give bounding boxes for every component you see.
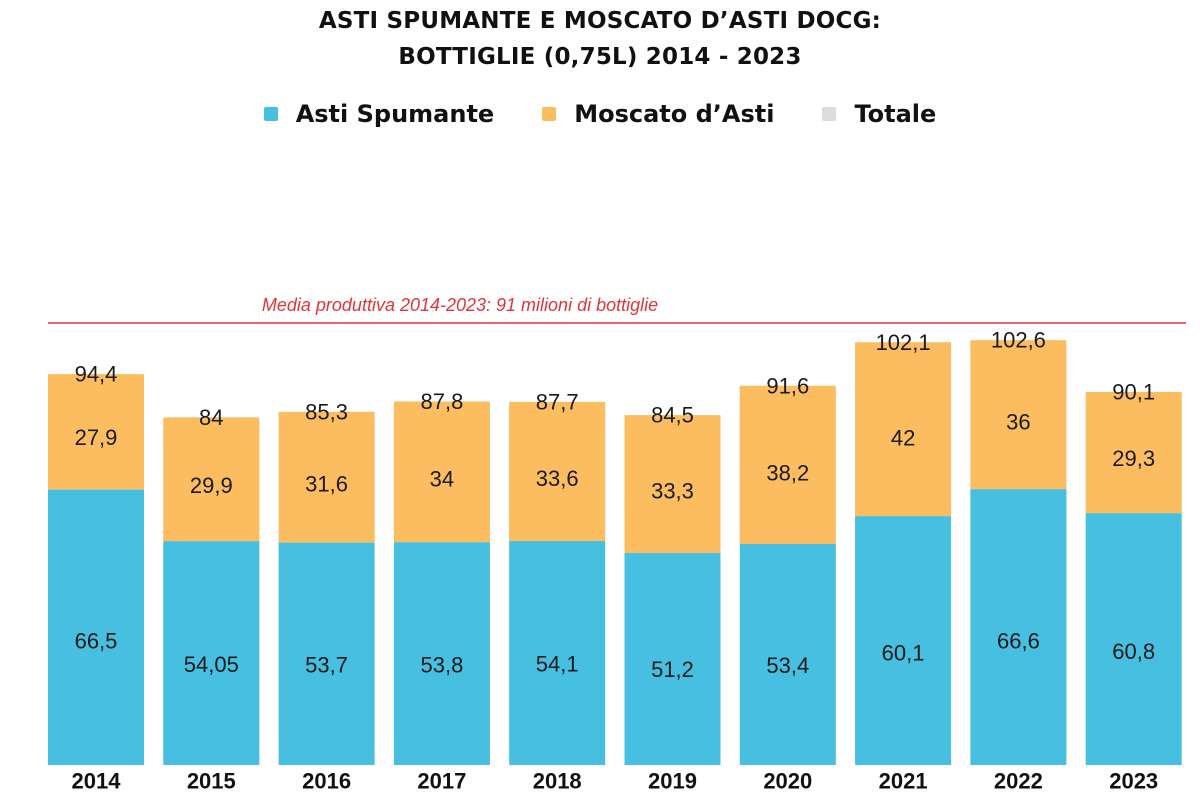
data-label-totale-2015: 84 xyxy=(199,405,223,430)
x-tick-label-2018: 2018 xyxy=(533,769,582,794)
legend-item-asti-spumante: Asti Spumante xyxy=(263,100,495,128)
data-label-totale-2022: 102,6 xyxy=(991,328,1046,353)
legend-label-moscato: Moscato d’Asti xyxy=(574,100,775,128)
bar-asti-spumante-2019 xyxy=(624,553,721,765)
data-label-asti-2022: 66,6 xyxy=(997,628,1040,653)
data-label-moscato-2021: 42 xyxy=(891,425,915,450)
data-label-moscato-2017: 34 xyxy=(430,466,454,491)
bar-asti-spumante-2021 xyxy=(855,516,952,765)
data-label-asti-2016: 53,7 xyxy=(305,652,348,677)
x-tick-label-2019: 2019 xyxy=(648,769,697,794)
data-label-moscato-2023: 29,3 xyxy=(1112,446,1155,471)
x-tick-label-2022: 2022 xyxy=(994,769,1043,794)
data-label-moscato-2019: 33,3 xyxy=(651,478,694,503)
data-label-moscato-2014: 27,9 xyxy=(75,425,118,450)
bar-asti-spumante-2018 xyxy=(509,541,606,765)
bar-moscato-2018 xyxy=(509,401,606,542)
bar-asti-spumante-2020 xyxy=(739,543,836,765)
data-label-totale-2023: 90,1 xyxy=(1112,379,1155,404)
data-label-totale-2014: 94,4 xyxy=(75,362,118,387)
x-tick-label-2015: 2015 xyxy=(187,769,236,794)
data-label-moscato-2016: 31,6 xyxy=(305,471,348,496)
data-label-asti-2014: 66,5 xyxy=(75,629,118,654)
bar-moscato-2014 xyxy=(48,374,144,490)
data-label-moscato-2022: 36 xyxy=(1006,410,1030,435)
x-tick-label-2021: 2021 xyxy=(879,769,928,794)
data-label-moscato-2020: 38,2 xyxy=(766,460,809,485)
data-label-asti-2023: 60,8 xyxy=(1112,639,1155,664)
data-label-asti-2017: 53,8 xyxy=(420,652,463,677)
legend-item-totale: Totale xyxy=(822,100,936,128)
legend-label-totale: Totale xyxy=(854,100,937,128)
legend-label-asti-spumante: Asti Spumante xyxy=(295,100,495,128)
legend-swatch-asti-spumante xyxy=(263,107,278,121)
x-tick-label-2017: 2017 xyxy=(417,769,466,794)
data-label-totale-2020: 91,6 xyxy=(766,373,809,398)
bar-moscato-2022 xyxy=(970,340,1067,490)
data-label-totale-2021: 102,1 xyxy=(876,330,931,355)
data-label-moscato-2018: 33,6 xyxy=(536,466,579,491)
chart-title-line-1: ASTI SPUMANTE E MOSCATO D’ASTI DOCG: xyxy=(318,8,882,34)
bar-asti-spumante-2015 xyxy=(163,541,260,765)
bar-asti-spumante-2017 xyxy=(393,542,490,765)
data-label-totale-2018: 87,7 xyxy=(536,389,579,414)
reference-line-label: Media produttiva 2014-2023: 91 milioni d… xyxy=(262,295,658,315)
legend-swatch-totale xyxy=(822,107,837,121)
bar-asti-spumante-2022 xyxy=(970,489,1067,765)
bar-moscato-2015 xyxy=(163,417,260,542)
bar-moscato-2017 xyxy=(393,401,490,543)
bar-moscato-2020 xyxy=(739,385,836,544)
legend-swatch-moscato xyxy=(542,107,557,121)
data-label-asti-2015: 54,05 xyxy=(184,652,239,677)
x-tick-label-2016: 2016 xyxy=(302,769,351,794)
bar-moscato-2021 xyxy=(855,342,952,517)
data-label-asti-2020: 53,4 xyxy=(766,653,809,678)
data-label-totale-2019: 84,5 xyxy=(651,403,694,428)
data-label-totale-2017: 87,8 xyxy=(420,389,463,414)
bar-moscato-2023 xyxy=(1085,391,1182,514)
x-tick-label-2023: 2023 xyxy=(1109,769,1158,794)
bar-asti-spumante-2014 xyxy=(48,489,144,765)
x-tick-label-2020: 2020 xyxy=(763,769,812,794)
data-label-asti-2018: 54,1 xyxy=(536,652,579,677)
bar-asti-spumante-2023 xyxy=(1085,513,1182,765)
data-label-asti-2019: 51,2 xyxy=(651,657,694,682)
data-label-asti-2021: 60,1 xyxy=(882,641,925,666)
chart-title-line-2: BOTTIGLIE (0,75L) 2014 - 2023 xyxy=(398,44,802,70)
data-label-totale-2016: 85,3 xyxy=(305,399,348,424)
data-label-moscato-2015: 29,9 xyxy=(190,473,233,498)
chart-legend: Asti Spumante Moscato d’Asti Totale xyxy=(0,97,1200,131)
x-tick-label-2014: 2014 xyxy=(72,769,122,794)
legend-item-moscato: Moscato d’Asti xyxy=(542,100,774,128)
bar-moscato-2016 xyxy=(278,411,375,543)
bar-asti-spumante-2016 xyxy=(278,542,375,765)
bar-moscato-2019 xyxy=(624,415,721,554)
